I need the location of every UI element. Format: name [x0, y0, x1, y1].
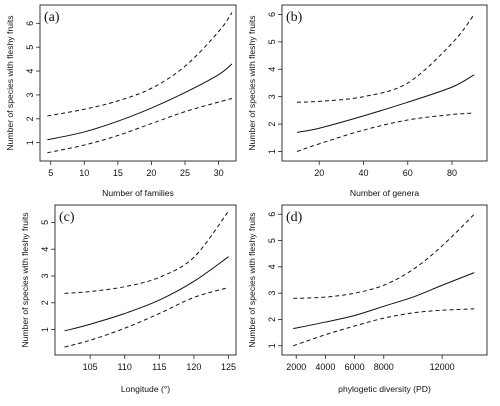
panel-label: (b): [286, 10, 303, 25]
panel-label: (c): [59, 210, 75, 225]
y-tick-label: 4: [40, 247, 50, 252]
y-tick-label: 3: [40, 273, 50, 278]
y-tick-label: 1: [40, 327, 50, 332]
y-tick-label: 3: [267, 94, 277, 99]
fitted-line: [293, 272, 475, 330]
y-tick-label: 4: [267, 67, 277, 72]
plot-frame: [281, 204, 488, 356]
y-tick-label: 6: [267, 212, 277, 217]
lower-confidence-line: [296, 112, 475, 152]
y-tick-label: 1: [267, 149, 277, 154]
y-tick-label: 2: [25, 116, 35, 121]
y-tick-label: 5: [267, 39, 277, 44]
x-tick-label: 20: [314, 168, 324, 178]
x-tick-label: 15: [113, 168, 123, 178]
x-tick-label: 115: [152, 362, 166, 372]
chart-panel-2: 20 40 60 80 1 2 3 4 5 6 Number of genera Number of …: [247, 4, 488, 198]
upper-confidence-line: [293, 213, 475, 299]
x-tick-label: 125: [221, 362, 236, 372]
y-tick-label: 6: [267, 12, 277, 17]
chart-panel-4: 2000 4000 6000 8000 12000 1 2 3 4 5 6 phylogetic di…: [247, 204, 488, 394]
y-tick-label: 4: [25, 69, 35, 74]
y-tick-label: 6: [25, 21, 35, 26]
fitted-line: [64, 256, 229, 332]
x-tick-label: 8000: [374, 362, 394, 372]
x-tick-label: 30: [214, 168, 224, 178]
x-tick-label: 6000: [345, 362, 365, 372]
x-axis-title: phylogetic diversity (PD): [338, 384, 431, 394]
upper-confidence-line: [297, 14, 475, 103]
x-tick-label: 10: [79, 168, 89, 178]
x-tick-label: 4000: [315, 362, 335, 372]
x-tick-label: 5: [48, 168, 53, 178]
y-tick-label: 2: [40, 300, 50, 305]
plot-frame: [281, 4, 488, 162]
lower-confidence-line: [293, 308, 475, 347]
x-tick-label: 110: [118, 362, 132, 372]
upper-confidence-line: [47, 12, 233, 117]
panel-label: (a): [44, 10, 60, 25]
y-tick-label: 4: [267, 264, 277, 269]
y-tick-label: 3: [267, 291, 277, 296]
x-axis-title: Number of families: [102, 188, 174, 198]
x-axis-title: Longitude (°): [121, 384, 170, 394]
y-axis-title: Number of species with fleshy fruits: [20, 212, 30, 347]
chart-panel-3: 105 110 115 120 125 1 2 3 4 5 Longitude (°) Number …: [20, 204, 237, 394]
y-tick-label: 5: [267, 238, 277, 243]
x-tick-label: 40: [358, 168, 368, 178]
x-axis-title: Number of genera: [350, 188, 419, 198]
y-tick-label: 5: [40, 220, 50, 225]
y-tick-label: 2: [267, 122, 277, 127]
y-axis-title: Number of species with fleshy fruits: [5, 15, 15, 150]
x-tick-label: 2000: [286, 362, 306, 372]
plot-frame: [54, 204, 237, 356]
x-tick-label: 120: [186, 362, 201, 372]
fitted-line: [47, 63, 233, 141]
x-tick-label: 25: [180, 168, 190, 178]
y-tick-label: 2: [267, 317, 277, 322]
y-axis-title: Number of species with fleshy fruits: [247, 212, 257, 347]
y-tick-label: 5: [25, 45, 35, 50]
lower-confidence-line: [64, 287, 229, 348]
plot-frame: [39, 4, 237, 162]
x-tick-label: 105: [83, 362, 98, 372]
x-tick-label: 80: [447, 168, 457, 178]
y-tick-label: 3: [25, 92, 35, 97]
chart-panel-1: 5 10 15 20 25 30 1 2 3 4 5 6 Number of families Numbe…: [5, 4, 237, 198]
fitted-line: [296, 74, 475, 133]
lower-confidence-line: [47, 98, 233, 154]
panel-label: (d): [286, 210, 303, 225]
y-tick-label: 1: [25, 140, 35, 145]
x-tick-label: 12000: [430, 362, 455, 372]
x-tick-label: 60: [403, 168, 413, 178]
x-tick-label: 20: [146, 168, 156, 178]
upper-confidence-line: [64, 210, 229, 294]
y-axis-title: Number of species with fleshy fruits: [247, 15, 257, 150]
y-tick-label: 1: [267, 343, 277, 348]
